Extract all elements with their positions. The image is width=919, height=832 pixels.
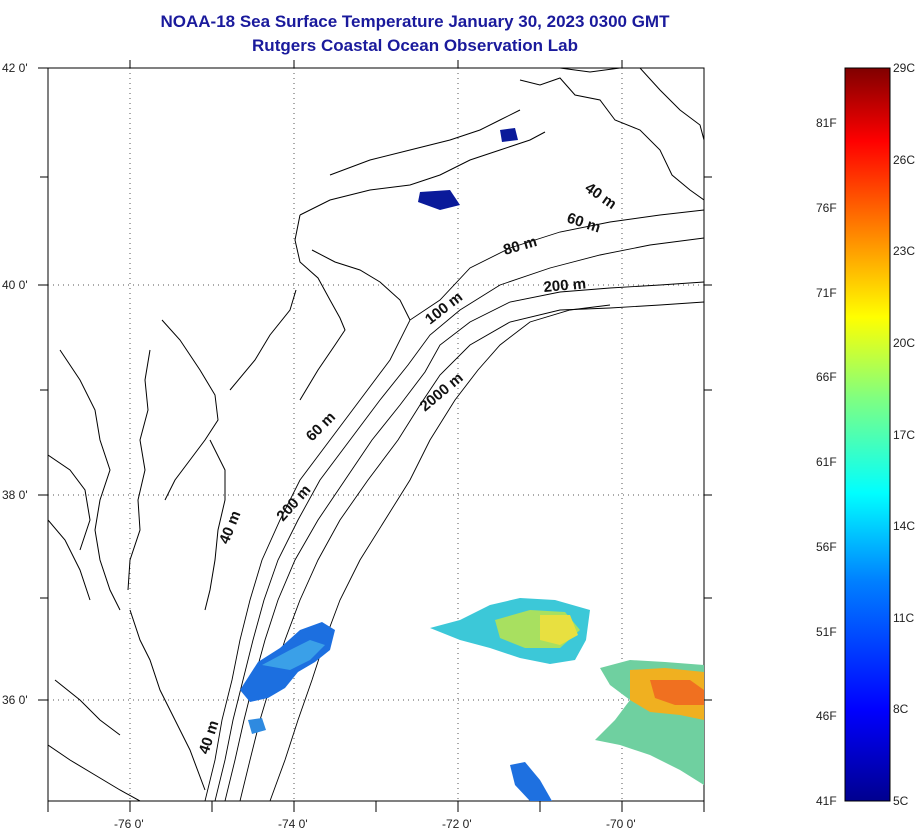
lat-label-36: 36 0' xyxy=(2,693,28,707)
colorbar-c-label: 14C xyxy=(893,519,915,533)
colorbar-fahrenheit-labels: 81F 76F 71F 66F 61F 56F 51F 46F 41F xyxy=(816,116,837,808)
colorbar-f-label: 41F xyxy=(816,794,837,808)
lat-label-42: 42 0' xyxy=(2,61,28,75)
lon-label-72: -72 0' xyxy=(442,817,472,831)
lat-label-40: 40 0' xyxy=(2,278,28,292)
colorbar-c-label: 20C xyxy=(893,336,915,350)
colorbar-c-label: 23C xyxy=(893,244,915,258)
axis-ticks xyxy=(38,60,712,812)
map-subtitle: Rutgers Coastal Ocean Observation Lab xyxy=(252,36,578,55)
colorbar-f-label: 61F xyxy=(816,455,837,469)
latitude-labels: 42 0' 40 0' 38 0' 36 0' xyxy=(2,61,28,707)
colorbar-f-label: 51F xyxy=(816,625,837,639)
colorbar xyxy=(844,67,891,802)
colorbar-f-label: 46F xyxy=(816,709,837,723)
colorbar-c-label: 29C xyxy=(893,61,915,75)
lon-label-70: -70 0' xyxy=(606,817,636,831)
colorbar-f-label: 71F xyxy=(816,286,837,300)
lon-label-74: -74 0' xyxy=(278,817,308,831)
colorbar-f-label: 56F xyxy=(816,540,837,554)
colorbar-c-label: 8C xyxy=(893,702,909,716)
colorbar-c-label: 26C xyxy=(893,153,915,167)
colorbar-c-label: 11C xyxy=(893,611,914,625)
colorbar-c-label: 17C xyxy=(893,428,915,442)
colorbar-f-label: 66F xyxy=(816,370,837,384)
colorbar-f-label: 81F xyxy=(816,116,837,130)
colorbar-f-label: 76F xyxy=(816,201,837,215)
lat-label-38: 38 0' xyxy=(2,488,28,502)
map-title: NOAA-18 Sea Surface Temperature January … xyxy=(160,12,670,31)
longitude-labels: -76 0' -74 0' -72 0' -70 0' xyxy=(114,817,636,831)
sst-data-patches xyxy=(240,128,704,801)
colorbar-celsius-labels: 29C 26C 23C 20C 17C 14C 11C 8C 5C xyxy=(893,61,915,808)
coastlines xyxy=(48,68,704,801)
lon-label-76: -76 0' xyxy=(114,817,144,831)
colorbar-c-label: 5C xyxy=(893,794,909,808)
isobath-label-200m-north: 200 m xyxy=(543,275,587,296)
